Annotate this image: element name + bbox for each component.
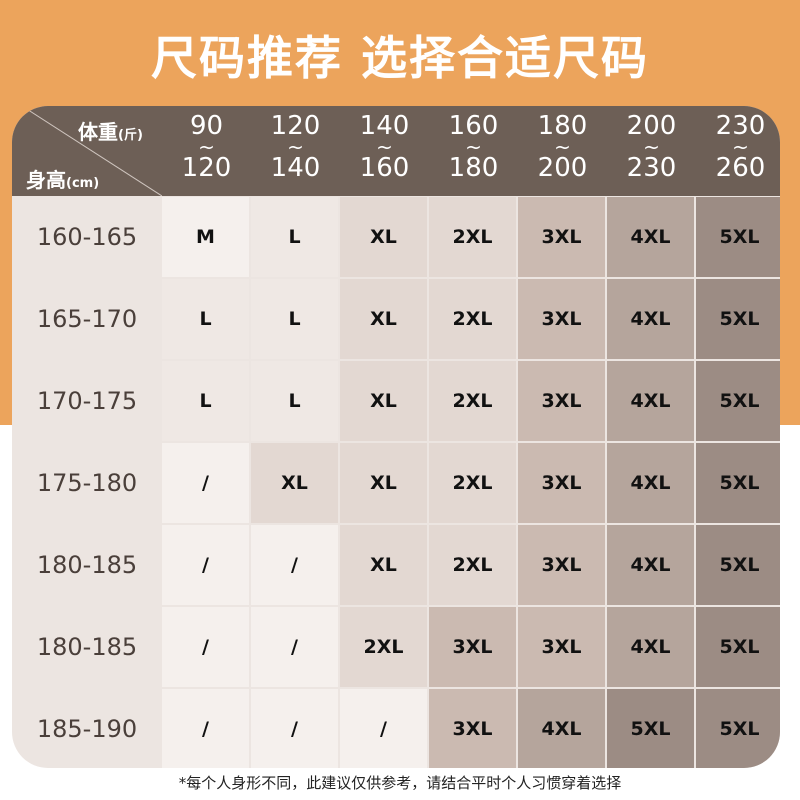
size-cell: 4XL: [518, 689, 605, 768]
size-cell: 5XL: [607, 689, 694, 768]
range-max: 260: [715, 153, 766, 183]
range-max: 140: [270, 153, 321, 183]
size-cell: XL: [340, 361, 427, 441]
range-min: 120: [270, 111, 321, 141]
weight-range-header: 180 ~200: [518, 112, 607, 182]
size-cell: 4XL: [607, 443, 694, 523]
range-max: 200: [537, 153, 588, 183]
weight-label: 体重(斤): [78, 120, 143, 144]
size-cell: 3XL: [429, 689, 516, 768]
size-cell: 2XL: [429, 279, 516, 359]
height-range-label: 185-190: [36, 715, 138, 743]
size-cell: 5XL: [696, 443, 780, 523]
size-cell: /: [162, 607, 249, 687]
footnote: *每个人身形不同，此建议仅供参考，请结合平时个人习惯穿着选择: [178, 774, 622, 792]
size-cell: /: [162, 443, 249, 523]
height-label: 身高(cm): [26, 168, 100, 192]
range-max: 160: [359, 153, 410, 183]
size-cell: /: [340, 689, 427, 768]
size-cell: 4XL: [607, 607, 694, 687]
size-cell: M: [162, 197, 249, 277]
size-cell: 3XL: [518, 607, 605, 687]
range-max: 230: [626, 153, 677, 183]
size-cell: L: [162, 279, 249, 359]
range-min: 140: [359, 111, 410, 141]
size-cell: 3XL: [518, 197, 605, 277]
size-cell: 4XL: [607, 197, 694, 277]
size-cell: /: [162, 525, 249, 605]
size-cell: XL: [251, 443, 338, 523]
tilde: ~: [732, 135, 749, 159]
tilde: ~: [554, 135, 571, 159]
range-min: 180: [537, 111, 588, 141]
size-cell: 2XL: [340, 607, 427, 687]
size-cell: 5XL: [696, 361, 780, 441]
size-cell: 3XL: [429, 607, 516, 687]
size-cell: 3XL: [518, 525, 605, 605]
size-cell: L: [162, 361, 249, 441]
size-cell: L: [251, 197, 338, 277]
size-cell: L: [251, 361, 338, 441]
tilde: ~: [465, 135, 482, 159]
size-cell: /: [251, 525, 338, 605]
size-cell: /: [251, 607, 338, 687]
range-min: 230: [715, 111, 766, 141]
weight-range-header: 90 ~120: [162, 112, 251, 182]
tilde: ~: [643, 135, 660, 159]
size-cell: 5XL: [696, 607, 780, 687]
size-cell: XL: [340, 279, 427, 359]
page-title: 尺码推荐 选择合适尺码: [150, 31, 649, 85]
size-cell: XL: [340, 197, 427, 277]
size-cell: 5XL: [696, 689, 780, 768]
tilde: ~: [198, 135, 215, 159]
diagonal-divider: [21, 106, 162, 196]
size-cell: L: [251, 279, 338, 359]
size-cell: /: [251, 689, 338, 768]
height-range-label: 180-185: [36, 633, 138, 661]
size-cell: 5XL: [696, 525, 780, 605]
corner-cell: 体重(斤) 身高(cm): [12, 106, 162, 196]
table-header: 体重(斤) 身高(cm) 90 ~120 120 ~140 140 ~160 160 ~180…: [12, 106, 780, 196]
size-cell: /: [162, 689, 249, 768]
height-range-label: 180-185: [36, 551, 138, 579]
weight-range-header: 140 ~160: [340, 112, 429, 182]
range-max: 120: [181, 153, 232, 183]
height-range-label: 165-170: [36, 305, 138, 333]
tilde: ~: [287, 135, 304, 159]
height-range-label: 170-175: [36, 387, 138, 415]
weight-range-header: 230 ~260: [696, 112, 780, 182]
size-cell: 4XL: [607, 361, 694, 441]
size-cell: 2XL: [429, 443, 516, 523]
weight-range-header: 120 ~140: [251, 112, 340, 182]
height-range-label: 175-180: [36, 469, 138, 497]
size-cell: 3XL: [518, 279, 605, 359]
size-cell: XL: [340, 525, 427, 605]
size-cell: 2XL: [429, 197, 516, 277]
size-chart-table: 体重(斤) 身高(cm) 90 ~120 120 ~140 140 ~160 160 ~180…: [12, 106, 780, 768]
size-cell: 5XL: [696, 279, 780, 359]
weight-range-header: 160 ~180: [429, 112, 518, 182]
size-cell: 2XL: [429, 525, 516, 605]
size-cell: 3XL: [518, 361, 605, 441]
range-max: 180: [448, 153, 499, 183]
size-cell: XL: [340, 443, 427, 523]
weight-range-header: 200 ~230: [607, 112, 696, 182]
range-min: 200: [626, 111, 677, 141]
size-cell: 2XL: [429, 361, 516, 441]
range-min: 160: [448, 111, 499, 141]
size-cell: 3XL: [518, 443, 605, 523]
size-cell: 4XL: [607, 525, 694, 605]
size-cell: 5XL: [696, 197, 780, 277]
range-min: 90: [189, 111, 224, 141]
height-range-label: 160-165: [36, 223, 138, 251]
tilde: ~: [376, 135, 393, 159]
size-cell: 4XL: [607, 279, 694, 359]
